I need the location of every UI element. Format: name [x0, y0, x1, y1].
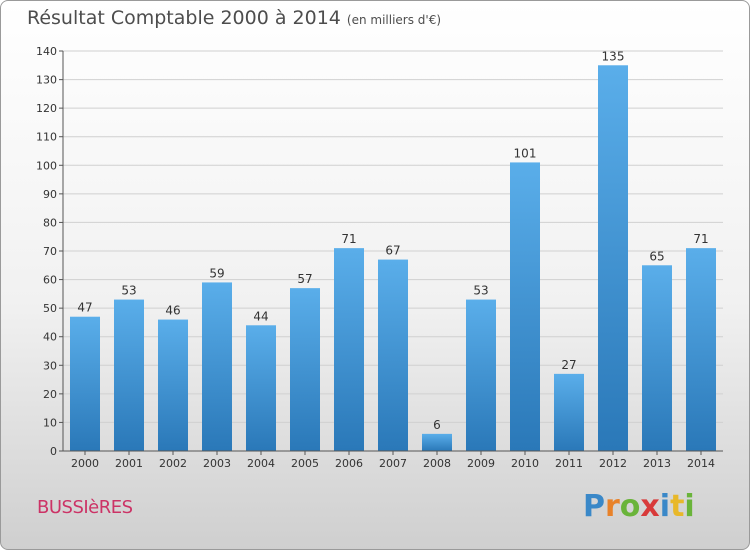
y-tick-label: 60: [43, 274, 57, 287]
x-tick-label: 2003: [203, 457, 231, 470]
data-label: 71: [341, 232, 356, 246]
y-tick-label: 110: [36, 131, 57, 144]
commune-name: BUSSIèRES: [37, 497, 133, 518]
data-label: 101: [514, 146, 537, 160]
y-tick-label: 100: [36, 159, 57, 172]
proxiti-logo[interactable]: Proxiti: [583, 489, 695, 524]
bar-2013: [642, 265, 672, 451]
chart-title: Résultat Comptable 2000 à 2014 (en millie…: [27, 7, 441, 29]
x-tick-label: 2014: [687, 457, 715, 470]
logo-letter: P: [583, 489, 605, 524]
chart-title-unit: (en milliers d'€): [346, 13, 442, 27]
x-tick-label: 2007: [379, 457, 407, 470]
data-label: 135: [602, 49, 625, 63]
logo-letter: o: [619, 489, 641, 524]
y-tick-label: 30: [43, 359, 57, 372]
logo-letter: x: [640, 489, 660, 524]
axes: 0 10 20 30 40 50 60 70 80 90 100 110 120 130 140 2000 20…: [36, 45, 723, 470]
data-label: 67: [385, 244, 400, 258]
x-tick-label: 2004: [247, 457, 275, 470]
bar-2009: [466, 299, 496, 451]
data-label: 65: [649, 249, 664, 263]
x-tick-label: 2013: [643, 457, 671, 470]
y-tick-label: 70: [43, 245, 57, 258]
data-label: 53: [473, 284, 488, 298]
x-tick-label: 2009: [467, 457, 495, 470]
x-tick-label: 2006: [335, 457, 363, 470]
data-label: 6: [433, 418, 441, 432]
bar-2011: [554, 373, 584, 451]
y-tick-label: 120: [36, 102, 57, 115]
y-tick-label: 40: [43, 331, 57, 344]
y-tick-label: 20: [43, 388, 57, 401]
bar-2014: [686, 248, 716, 451]
x-tick-label: 2005: [291, 457, 319, 470]
y-tick-label: 90: [43, 188, 57, 201]
data-label: 27: [561, 358, 576, 372]
bar-2003: [202, 282, 232, 451]
x-tick-label: 2000: [71, 457, 99, 470]
bar-2012: [598, 65, 628, 452]
y-tick-label: 80: [43, 216, 57, 229]
logo-letter: i: [684, 489, 695, 524]
bar-2007: [378, 259, 408, 451]
logo-letter: t: [670, 489, 685, 524]
x-tick-label: 2012: [599, 457, 627, 470]
bar-2004: [246, 325, 276, 451]
bar-2002: [158, 319, 188, 451]
data-label: 47: [77, 301, 92, 315]
x-tick-label: 2008: [423, 457, 451, 470]
y-tick-label: 130: [36, 74, 57, 87]
x-tick-label: 2001: [115, 457, 143, 470]
data-label: 53: [121, 284, 136, 298]
chart-title-main: Résultat Comptable 2000 à 2014: [27, 7, 341, 29]
y-tick-label: 0: [50, 445, 57, 458]
bar-2001: [114, 299, 144, 451]
x-tick-label: 2011: [555, 457, 583, 470]
bar-2000: [70, 316, 100, 451]
bar-2005: [290, 288, 320, 451]
y-tick-label: 50: [43, 302, 57, 315]
bar-2010: [510, 162, 540, 451]
logo-letter: r: [605, 489, 620, 524]
bars: 47 53 46 59 44 57 71 67 6 53 101 27 135 65 71: [70, 49, 716, 452]
bar-2006: [334, 248, 364, 451]
x-tick-label: 2010: [511, 457, 539, 470]
y-tick-label: 140: [36, 45, 57, 58]
y-tick-label: 10: [43, 416, 57, 429]
x-tick-label: 2002: [159, 457, 187, 470]
bar-2008: [422, 433, 452, 451]
data-label: 57: [297, 272, 312, 286]
data-label: 71: [693, 232, 708, 246]
logo-letter: i: [659, 489, 671, 524]
data-label: 46: [165, 304, 180, 318]
data-label: 59: [209, 266, 224, 280]
data-label: 44: [253, 309, 268, 323]
